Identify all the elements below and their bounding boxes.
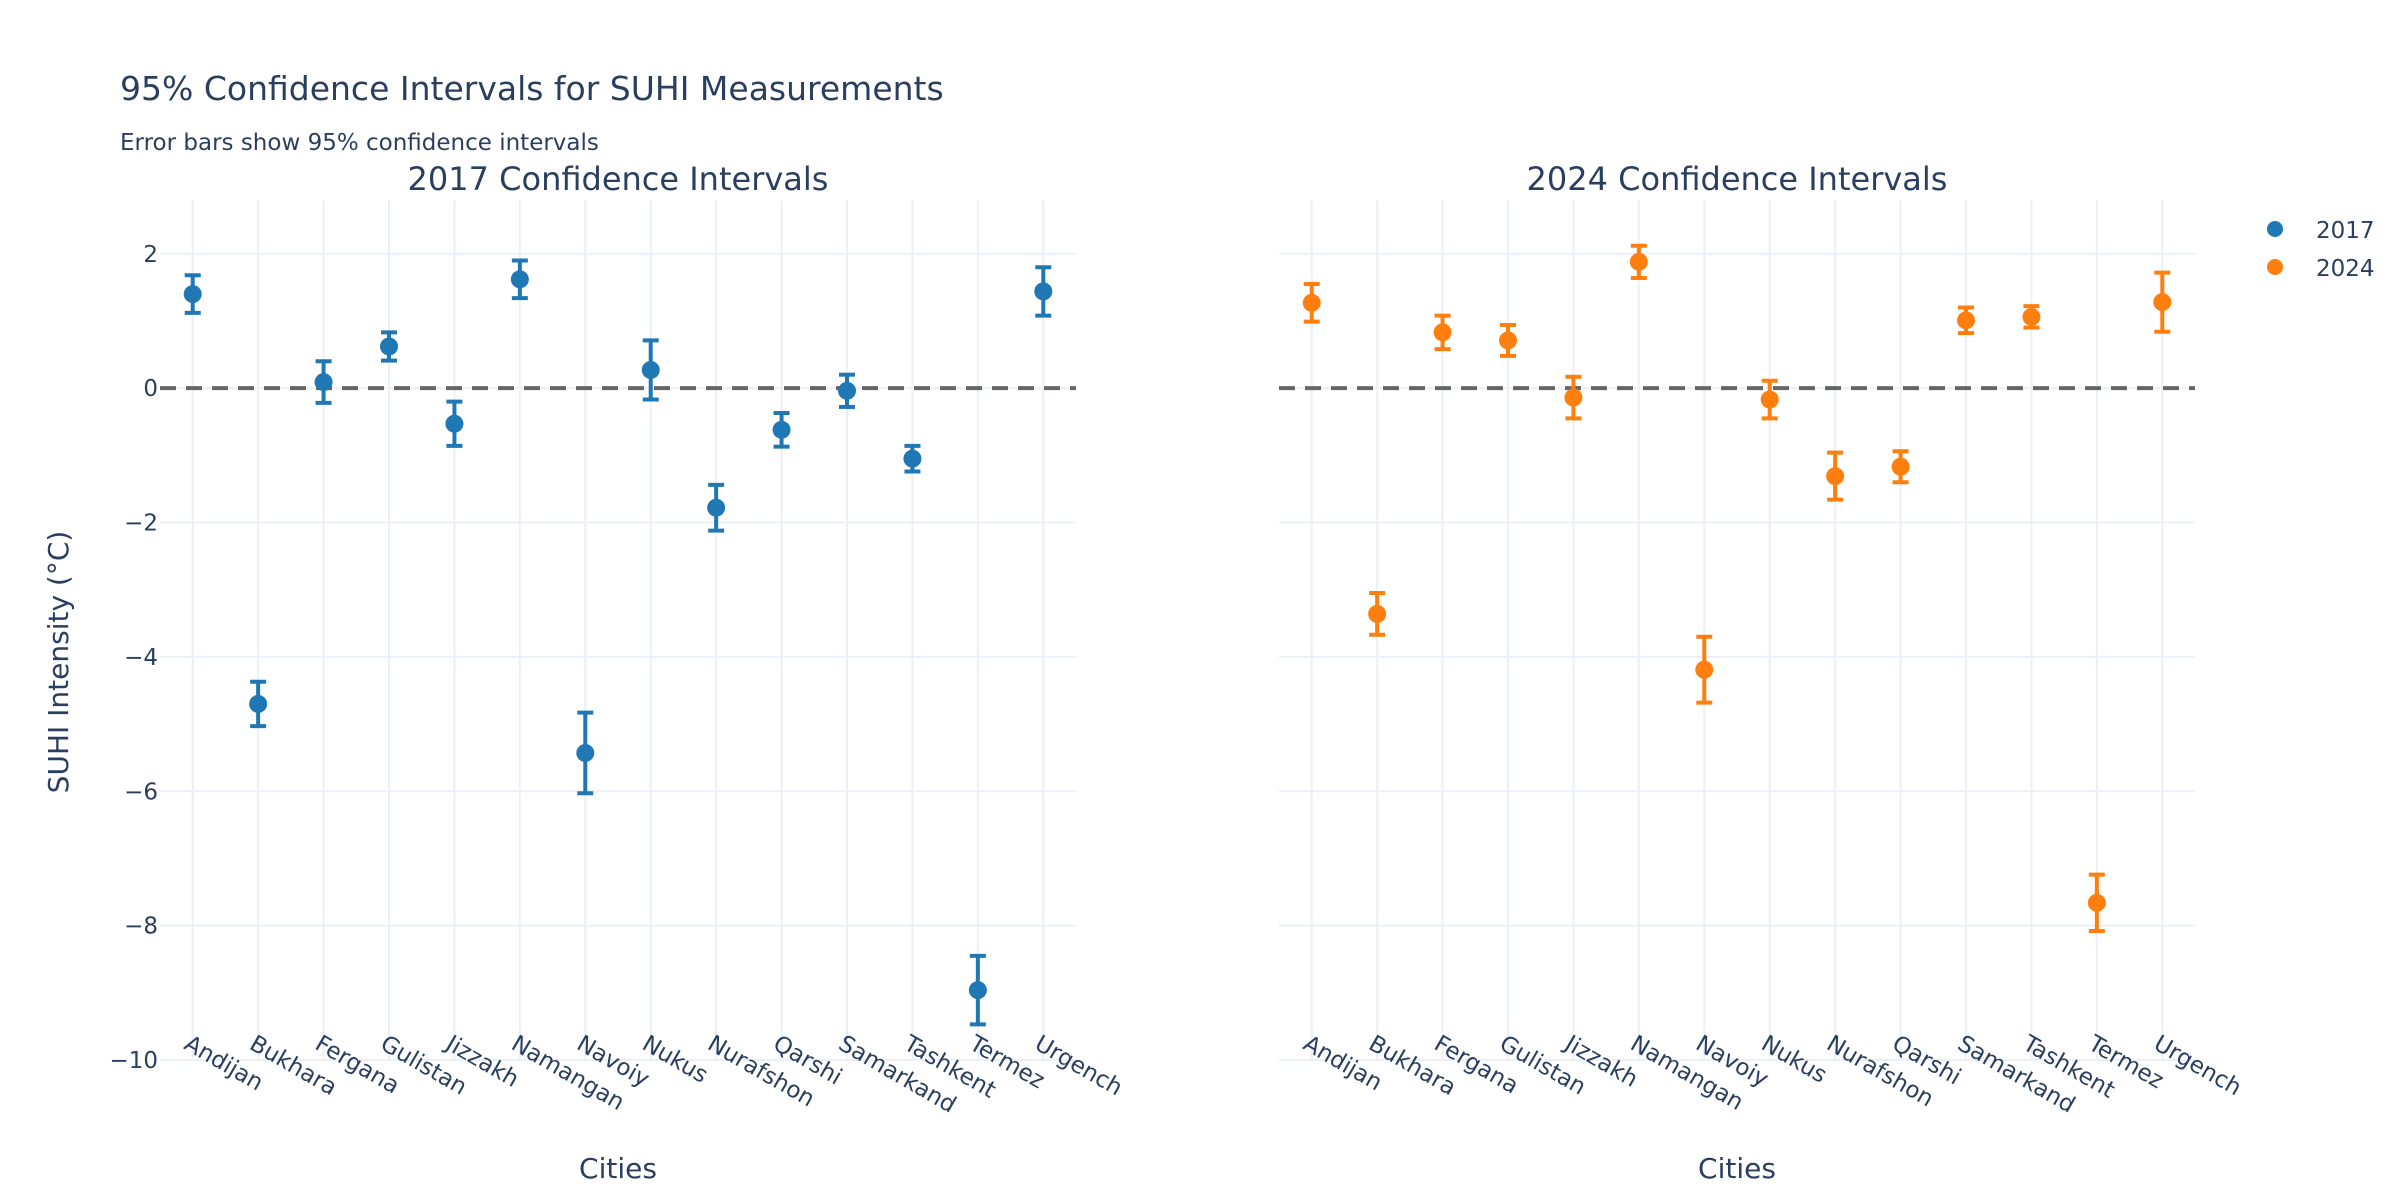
panel-2017-data-point[interactable] — [968, 981, 987, 1000]
panel-2017-data-point[interactable] — [641, 360, 660, 379]
panel-2017-data-point[interactable] — [772, 420, 791, 439]
panel-2024-data-point[interactable] — [2153, 293, 2172, 312]
panel-2024-data-point[interactable] — [1302, 293, 1321, 312]
panel-2024-data-point[interactable] — [1629, 252, 1648, 271]
y-tick-label: 0 — [143, 376, 158, 402]
panel-2024-data-point[interactable] — [1957, 311, 1975, 330]
panel-2017-data-point[interactable] — [183, 285, 202, 304]
y-axis-label: SUHI Intensity (°C) — [42, 531, 75, 794]
panel-2024-data-point[interactable] — [1760, 390, 1779, 409]
y-tick-label: −2 — [124, 511, 158, 537]
chart-subtitle: Error bars show 95% confidence intervals — [120, 130, 599, 156]
legend-marker-2017 — [2267, 221, 2283, 237]
panel-2017-data-point[interactable] — [903, 449, 922, 468]
panel-2024-data-point[interactable] — [1368, 604, 1387, 623]
panel-2024-data-point[interactable] — [1891, 457, 1910, 476]
y-tick-label: −10 — [109, 1048, 158, 1074]
panel-2024-data-point[interactable] — [1433, 323, 1452, 342]
panel-2017-grid — [160, 200, 1076, 1061]
panel-2017-data-point[interactable] — [838, 381, 856, 400]
panel-2017-data-point[interactable] — [445, 414, 464, 433]
legend: 2017 2024 — [2267, 218, 2375, 282]
panel-2017-title: 2017 Confidence Intervals — [408, 160, 829, 198]
panel-2024-data-point[interactable] — [1695, 660, 1714, 679]
y-tick-label: −8 — [124, 914, 158, 940]
legend-item-2024[interactable]: 2024 — [2267, 256, 2375, 282]
panel-2024-x-axis-label: Cities — [1698, 1152, 1776, 1185]
panel-2017-x-axis-label: Cities — [579, 1152, 657, 1185]
legend-label-2024: 2024 — [2316, 256, 2375, 282]
y-tick-label: −4 — [124, 645, 158, 671]
legend-marker-2024 — [2267, 259, 2283, 275]
panel-2017-data-point[interactable] — [314, 373, 333, 392]
panel-2024-data-point[interactable] — [1499, 331, 1517, 350]
panel-2017-x-tick-label: Urgench — [1030, 1031, 1127, 1102]
y-tick-label: −6 — [124, 779, 158, 805]
y-tick-label: 2 — [143, 242, 158, 268]
panel-2017-data-point[interactable] — [380, 337, 398, 356]
legend-label-2017: 2017 — [2316, 218, 2375, 244]
panel-2017-data-point[interactable] — [249, 694, 268, 713]
panel-2017: 2017 Confidence Intervals Cities 2 0 −2 −4 −… — [109, 160, 1126, 1185]
panel-2017-data-point[interactable] — [576, 743, 595, 762]
panel-2024-data-point[interactable] — [2087, 893, 2106, 912]
panel-2024: 2024 Confidence Intervals Cities Andijan… — [1279, 160, 2246, 1185]
legend-item-2017[interactable]: 2017 — [2267, 218, 2375, 244]
panel-2024-grid — [1279, 200, 2195, 1061]
panel-2024-data-point[interactable] — [1826, 467, 1845, 486]
panel-2024-x-tick-label: Urgench — [2149, 1031, 2246, 1102]
chart-title: 95% Confidence Intervals for SUHI Measur… — [120, 69, 944, 108]
panel-2024-data-point[interactable] — [2022, 307, 2041, 326]
panel-2024-title: 2024 Confidence Intervals — [1527, 160, 1948, 198]
panel-2017-data-point[interactable] — [1034, 282, 1053, 301]
panel-2017-data-point[interactable] — [707, 498, 726, 517]
panel-2017-data-point[interactable] — [510, 270, 529, 289]
panel-2024-data-point[interactable] — [1564, 388, 1583, 407]
